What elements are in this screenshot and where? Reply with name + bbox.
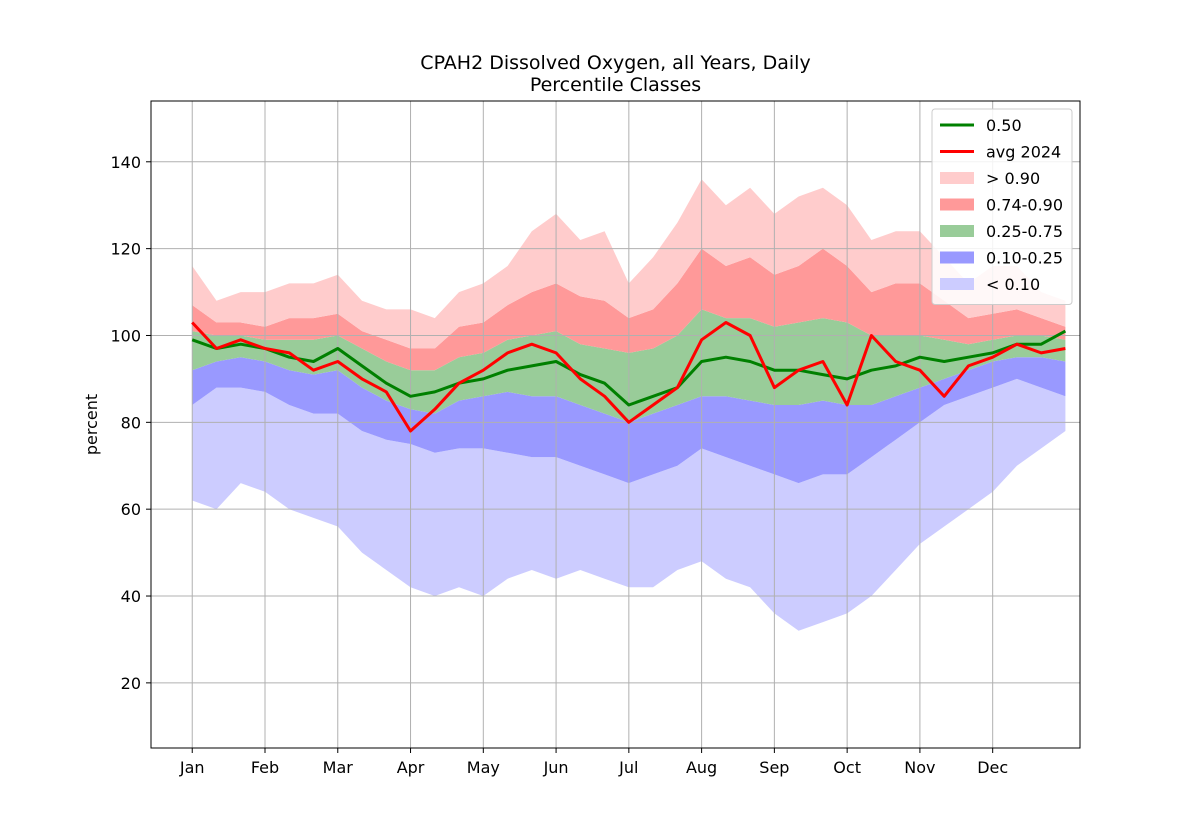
x-tick-label: Jan: [179, 758, 205, 777]
legend-swatch-patch: [940, 225, 974, 237]
plot-frame: [150, 100, 1081, 749]
chart-title-line: Percentile Classes: [530, 74, 701, 96]
chart-title-line: CPAH2 Dissolved Oxygen, all Years, Daily: [420, 52, 810, 74]
legend-label: 0.10-0.25: [986, 249, 1063, 268]
y-tick-label: 40: [121, 587, 141, 606]
x-tick-label: Aug: [686, 758, 717, 777]
y-tick-label: 120: [110, 240, 141, 259]
x-axis-ticks: Jan Feb Mar Apr May Jun Jul Aug Sep Oct Nov Dec: [179, 748, 1008, 777]
legend: 0.50 avg 2024 > 0.90 0.74-0.90 0.25-0.75 0.10…: [931, 108, 1073, 305]
x-tick-label: Apr: [397, 758, 425, 777]
x-tick-label: Dec: [977, 758, 1008, 777]
legend-label: < 0.10: [986, 275, 1040, 294]
legend-label: avg 2024: [986, 143, 1061, 162]
series-lines: [191, 321, 1067, 433]
y-axis-label: percent: [82, 394, 101, 455]
x-tick-label: Sep: [759, 758, 789, 777]
y-axis-ticks: 20 40 60 80 100 120 140: [110, 153, 151, 693]
legend-swatch-patch: [940, 198, 974, 211]
x-tick-label: Oct: [833, 758, 861, 777]
legend-label: 0.25-0.75: [986, 222, 1063, 241]
series-line-avg-2024: [191, 321, 1066, 433]
chart-title: CPAH2 Dissolved Oxygen, all Years, Daily…: [420, 52, 810, 96]
legend-swatch-patch: [940, 172, 974, 184]
grid-lines: [151, 101, 1080, 748]
legend-label: 0.74-0.90: [986, 196, 1063, 215]
legend-swatch-patch: [940, 278, 974, 290]
y-tick-label: 140: [110, 153, 141, 172]
y-tick-label: 20: [121, 674, 141, 693]
legend-label: 0.50: [986, 116, 1022, 135]
x-tick-label: May: [467, 758, 500, 777]
x-tick-label: Feb: [251, 758, 279, 777]
x-tick-label: Nov: [904, 758, 935, 777]
x-tick-label: Jul: [618, 758, 638, 777]
y-tick-label: 60: [121, 500, 141, 519]
y-tick-label: 80: [121, 413, 141, 432]
x-tick-label: Jun: [543, 758, 569, 777]
x-tick-label: Mar: [323, 758, 354, 777]
y-tick-label: 100: [110, 326, 141, 345]
legend-label: > 0.90: [986, 169, 1040, 188]
legend-swatch-patch: [940, 251, 974, 264]
series-line-median: [191, 329, 1067, 407]
